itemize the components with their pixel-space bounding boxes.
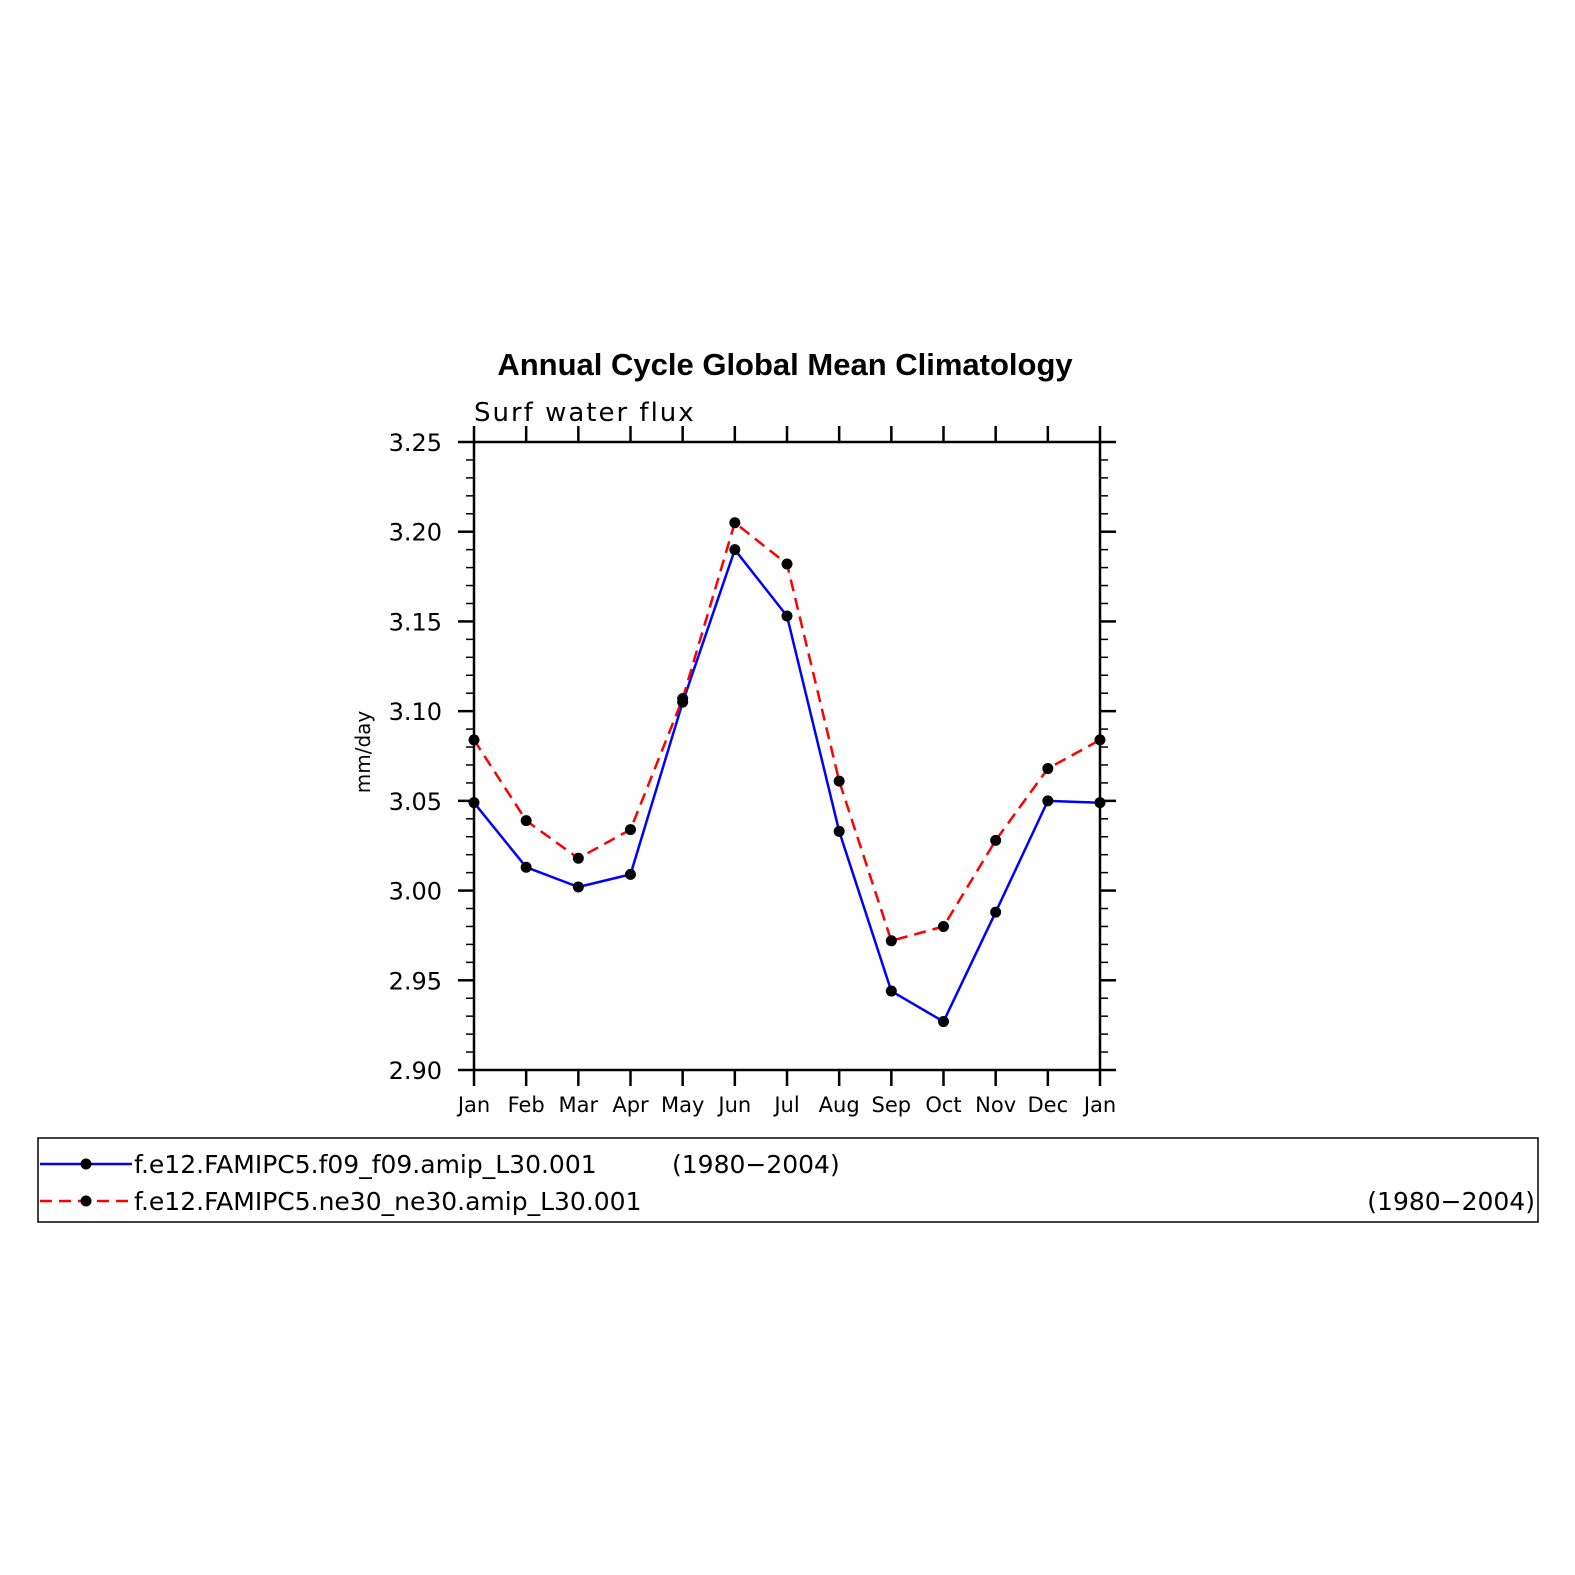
- series-1-point: [990, 906, 1002, 918]
- series-1-point: [833, 825, 845, 837]
- x-tick-label: Mar: [559, 1093, 599, 1117]
- x-tick-label: Jun: [716, 1093, 751, 1117]
- y-tick-label: 3.05: [389, 788, 442, 816]
- x-tick-label: Oct: [925, 1093, 961, 1117]
- legend: f.e12.FAMIPC5.f09_f09.amip_L30.001 (1980…: [37, 1137, 1539, 1223]
- y-axis-label: mm/day: [351, 711, 375, 794]
- x-tick-label: Dec: [1028, 1093, 1069, 1117]
- x-tick-label: Feb: [508, 1093, 545, 1117]
- series-2-point: [677, 693, 689, 705]
- series-1-point: [1042, 795, 1054, 807]
- x-tick-label: Jan: [1082, 1093, 1116, 1117]
- plot-frame: [472, 440, 1102, 1072]
- y-tick-label: 3.20: [389, 519, 442, 547]
- series-layer: [468, 517, 1106, 1028]
- series-1-point: [885, 985, 897, 997]
- series-2-point: [938, 920, 949, 932]
- chart-title: Annual Cycle Global Mean Climatology: [497, 347, 1073, 382]
- y-tick-label: 2.90: [389, 1057, 442, 1085]
- series-line-2: [472, 521, 1101, 943]
- series-1-point: [1094, 797, 1106, 809]
- series-1-point: [729, 544, 741, 556]
- series-2-point: [990, 834, 1002, 846]
- series-1-point: [520, 861, 532, 873]
- legend-label-series-2: f.e12.FAMIPC5.ne30_ne30.amip_L30.001: [134, 1187, 642, 1216]
- x-axis-ticks: Jan Feb Mar Apr May Jun Jul Aug Sep Oct Nov Dec Jan: [456, 426, 1116, 1117]
- x-tick-label: May: [661, 1093, 704, 1117]
- x-tick-label: Nov: [975, 1093, 1016, 1117]
- x-tick-label: Aug: [819, 1093, 860, 1117]
- series-1-point: [468, 797, 480, 809]
- series-2-point: [781, 558, 793, 570]
- series-1-point: [938, 1016, 949, 1028]
- y-tick-label: 2.95: [389, 967, 442, 995]
- series-1-point: [781, 610, 793, 622]
- legend-marker-series-1: [80, 1158, 92, 1170]
- series-2-point: [625, 824, 636, 836]
- legend-label-series-1: f.e12.FAMIPC5.f09_f09.amip_L30.001: [134, 1150, 597, 1179]
- x-tick-label: Jul: [772, 1093, 799, 1117]
- x-tick-label: Jan: [456, 1093, 490, 1117]
- x-tick-label: Apr: [612, 1093, 649, 1117]
- series-2-point: [572, 852, 584, 864]
- y-axis-ticks: 2.90 2.95 3.00 3.05 3.10 3.15 3.20 3.25: [389, 429, 1116, 1085]
- series-2-point: [1042, 763, 1054, 775]
- legend-period-series-1: (1980−2004): [672, 1150, 840, 1179]
- y-tick-label: 3.00: [389, 878, 442, 906]
- series-2-point: [1094, 734, 1106, 746]
- series-2-point: [520, 815, 532, 827]
- series-1-point: [625, 868, 636, 880]
- series-2-point: [729, 517, 741, 529]
- y-tick-label: 3.15: [389, 608, 442, 636]
- series-2-point: [468, 734, 480, 746]
- chart-subtitle: Surf water flux: [474, 398, 696, 428]
- legend-marker-series-2: [80, 1195, 92, 1207]
- legend-period-series-2: (1980−2004): [1367, 1187, 1535, 1216]
- series-2-point: [833, 775, 845, 787]
- y-tick-label: 3.25: [389, 429, 442, 457]
- plot-area-border: [472, 440, 1102, 1072]
- series-2-point: [885, 935, 897, 947]
- y-tick-label: 3.10: [389, 698, 442, 726]
- legend-box: [37, 1137, 1539, 1223]
- series-1-point: [572, 881, 584, 893]
- x-tick-label: Sep: [872, 1093, 912, 1117]
